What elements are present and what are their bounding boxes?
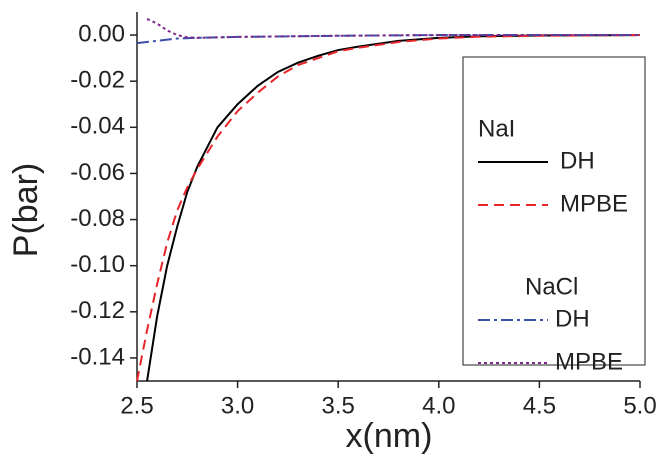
legend-label: MPBE [560,190,628,217]
y-tick-label: -0.02 [70,67,125,94]
x-tick-label: 5.0 [623,392,656,419]
y-tick-label: -0.12 [70,297,125,324]
y-tick-label: -0.08 [70,205,125,232]
y-axis-label: P(bar) [7,163,45,257]
series-line [136,34,641,382]
legend-box [462,56,646,366]
x-tick-label: 3.0 [221,392,254,419]
legend-label: MPBE [555,348,623,375]
x-tick-label: 2.5 [120,392,153,419]
x-tick-label: 3.5 [322,392,355,419]
x-axis-label: x(nm) [346,417,433,455]
y-tick-label: -0.06 [70,159,125,186]
y-tick-label: -0.10 [70,251,125,278]
legend-group-title: NaCl [525,273,578,300]
y-tick-label: -0.04 [70,113,125,140]
series-line [146,18,640,39]
legend-label: DH [555,305,590,332]
legend-label: DH [560,147,595,174]
legend-group-title: NaI [478,115,515,142]
x-tick-label: 4.0 [422,392,455,419]
y-tick-label: -0.14 [70,343,125,370]
x-tick-label: 4.5 [523,392,556,419]
y-tick-label: 0.00 [78,20,125,47]
